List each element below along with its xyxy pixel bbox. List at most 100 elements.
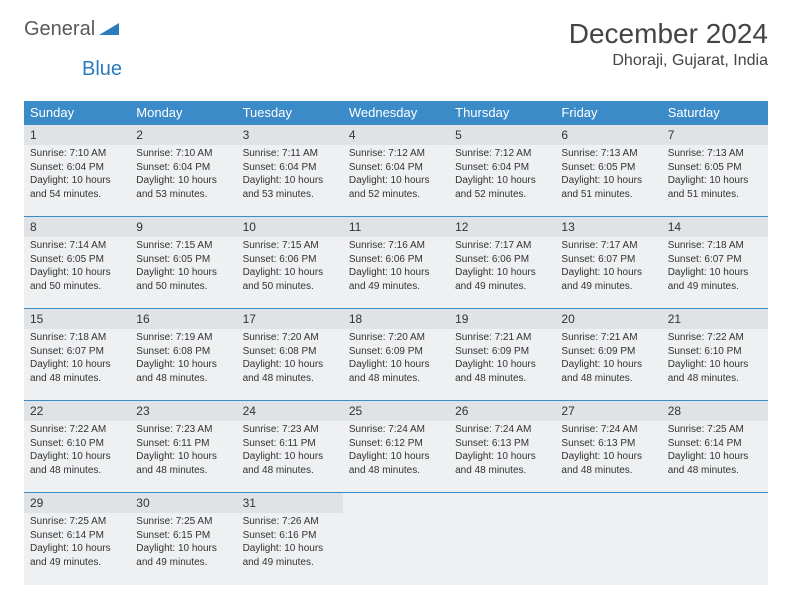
day-number: 7 [662,125,768,145]
sunrise-text: Sunrise: 7:26 AM [243,515,337,529]
cell-body: Sunrise: 7:26 AMSunset: 6:16 PMDaylight:… [237,513,343,573]
sunrise-text: Sunrise: 7:13 AM [561,147,655,161]
sunrise-text: Sunrise: 7:20 AM [243,331,337,345]
day-number: 9 [130,217,236,237]
daylight-text: Daylight: 10 hours and 53 minutes. [243,174,337,201]
cell-body: Sunrise: 7:17 AMSunset: 6:07 PMDaylight:… [555,237,661,297]
daylight-text: Daylight: 10 hours and 50 minutes. [243,266,337,293]
cell-body: Sunrise: 7:14 AMSunset: 6:05 PMDaylight:… [24,237,130,297]
sunrise-text: Sunrise: 7:18 AM [668,239,762,253]
day-number: 27 [555,401,661,421]
calendar-cell: 10Sunrise: 7:15 AMSunset: 6:06 PMDayligh… [237,217,343,309]
logo-blue: Blue [82,58,122,80]
weekday-header: Monday [130,101,236,125]
calendar-cell: 12Sunrise: 7:17 AMSunset: 6:06 PMDayligh… [449,217,555,309]
sunset-text: Sunset: 6:10 PM [30,437,124,451]
sunset-text: Sunset: 6:08 PM [243,345,337,359]
calendar-cell: 27Sunrise: 7:24 AMSunset: 6:13 PMDayligh… [555,401,661,493]
sunset-text: Sunset: 6:04 PM [349,161,443,175]
daylight-text: Daylight: 10 hours and 54 minutes. [30,174,124,201]
logo-triangle-icon [99,19,119,40]
daylight-text: Daylight: 10 hours and 52 minutes. [455,174,549,201]
cell-body: Sunrise: 7:15 AMSunset: 6:05 PMDaylight:… [130,237,236,297]
day-number: 19 [449,309,555,329]
day-number: 11 [343,217,449,237]
calendar-cell: 22Sunrise: 7:22 AMSunset: 6:10 PMDayligh… [24,401,130,493]
calendar-cell: 30Sunrise: 7:25 AMSunset: 6:15 PMDayligh… [130,493,236,585]
daylight-text: Daylight: 10 hours and 52 minutes. [349,174,443,201]
day-number: 5 [449,125,555,145]
calendar-table: Sunday Monday Tuesday Wednesday Thursday… [24,101,768,585]
daylight-text: Daylight: 10 hours and 48 minutes. [668,358,762,385]
cell-body: Sunrise: 7:20 AMSunset: 6:08 PMDaylight:… [237,329,343,389]
daylight-text: Daylight: 10 hours and 48 minutes. [561,450,655,477]
cell-body: Sunrise: 7:12 AMSunset: 6:04 PMDaylight:… [343,145,449,205]
sunrise-text: Sunrise: 7:10 AM [30,147,124,161]
day-number: 3 [237,125,343,145]
cell-body: Sunrise: 7:12 AMSunset: 6:04 PMDaylight:… [449,145,555,205]
sunrise-text: Sunrise: 7:22 AM [668,331,762,345]
sunset-text: Sunset: 6:15 PM [136,529,230,543]
day-number: 31 [237,493,343,513]
calendar-cell: 25Sunrise: 7:24 AMSunset: 6:12 PMDayligh… [343,401,449,493]
sunset-text: Sunset: 6:11 PM [243,437,337,451]
sunset-text: Sunset: 6:06 PM [243,253,337,267]
daylight-text: Daylight: 10 hours and 50 minutes. [30,266,124,293]
sunset-text: Sunset: 6:05 PM [668,161,762,175]
calendar-cell: 28Sunrise: 7:25 AMSunset: 6:14 PMDayligh… [662,401,768,493]
cell-body: Sunrise: 7:13 AMSunset: 6:05 PMDaylight:… [662,145,768,205]
calendar-cell: 5Sunrise: 7:12 AMSunset: 6:04 PMDaylight… [449,125,555,217]
daylight-text: Daylight: 10 hours and 49 minutes. [349,266,443,293]
calendar-row: 15Sunrise: 7:18 AMSunset: 6:07 PMDayligh… [24,309,768,401]
weekday-header: Friday [555,101,661,125]
sunset-text: Sunset: 6:07 PM [30,345,124,359]
calendar-cell: 19Sunrise: 7:21 AMSunset: 6:09 PMDayligh… [449,309,555,401]
logo-general: General [24,18,95,41]
calendar-cell: 24Sunrise: 7:23 AMSunset: 6:11 PMDayligh… [237,401,343,493]
sunset-text: Sunset: 6:13 PM [561,437,655,451]
calendar-cell [662,493,768,585]
day-number: 18 [343,309,449,329]
calendar-row: 22Sunrise: 7:22 AMSunset: 6:10 PMDayligh… [24,401,768,493]
day-number: 14 [662,217,768,237]
calendar-cell: 4Sunrise: 7:12 AMSunset: 6:04 PMDaylight… [343,125,449,217]
daylight-text: Daylight: 10 hours and 51 minutes. [561,174,655,201]
month-title: December 2024 [569,18,768,50]
day-number: 13 [555,217,661,237]
cell-body: Sunrise: 7:18 AMSunset: 6:07 PMDaylight:… [24,329,130,389]
daylight-text: Daylight: 10 hours and 48 minutes. [136,358,230,385]
daylight-text: Daylight: 10 hours and 48 minutes. [30,358,124,385]
sunset-text: Sunset: 6:06 PM [455,253,549,267]
cell-body: Sunrise: 7:18 AMSunset: 6:07 PMDaylight:… [662,237,768,297]
sunrise-text: Sunrise: 7:17 AM [455,239,549,253]
day-number: 30 [130,493,236,513]
sunrise-text: Sunrise: 7:16 AM [349,239,443,253]
daylight-text: Daylight: 10 hours and 48 minutes. [561,358,655,385]
day-number: 15 [24,309,130,329]
day-number: 25 [343,401,449,421]
day-number: 17 [237,309,343,329]
daylight-text: Daylight: 10 hours and 48 minutes. [349,358,443,385]
logo-blue-row: Blue [82,58,132,81]
cell-body: Sunrise: 7:23 AMSunset: 6:11 PMDaylight:… [237,421,343,481]
sunrise-text: Sunrise: 7:14 AM [30,239,124,253]
sunset-text: Sunset: 6:04 PM [136,161,230,175]
daylight-text: Daylight: 10 hours and 53 minutes. [136,174,230,201]
cell-body: Sunrise: 7:23 AMSunset: 6:11 PMDaylight:… [130,421,236,481]
cell-body: Sunrise: 7:25 AMSunset: 6:14 PMDaylight:… [24,513,130,573]
weekday-header: Tuesday [237,101,343,125]
sunset-text: Sunset: 6:09 PM [455,345,549,359]
daylight-text: Daylight: 10 hours and 49 minutes. [136,542,230,569]
logo: General [24,18,121,41]
cell-body: Sunrise: 7:24 AMSunset: 6:12 PMDaylight:… [343,421,449,481]
cell-body: Sunrise: 7:20 AMSunset: 6:09 PMDaylight:… [343,329,449,389]
calendar-cell: 7Sunrise: 7:13 AMSunset: 6:05 PMDaylight… [662,125,768,217]
day-number: 23 [130,401,236,421]
calendar-cell: 1Sunrise: 7:10 AMSunset: 6:04 PMDaylight… [24,125,130,217]
sunset-text: Sunset: 6:13 PM [455,437,549,451]
daylight-text: Daylight: 10 hours and 49 minutes. [561,266,655,293]
cell-body: Sunrise: 7:22 AMSunset: 6:10 PMDaylight:… [662,329,768,389]
weekday-header-row: Sunday Monday Tuesday Wednesday Thursday… [24,101,768,125]
sunrise-text: Sunrise: 7:15 AM [243,239,337,253]
calendar-cell: 6Sunrise: 7:13 AMSunset: 6:05 PMDaylight… [555,125,661,217]
